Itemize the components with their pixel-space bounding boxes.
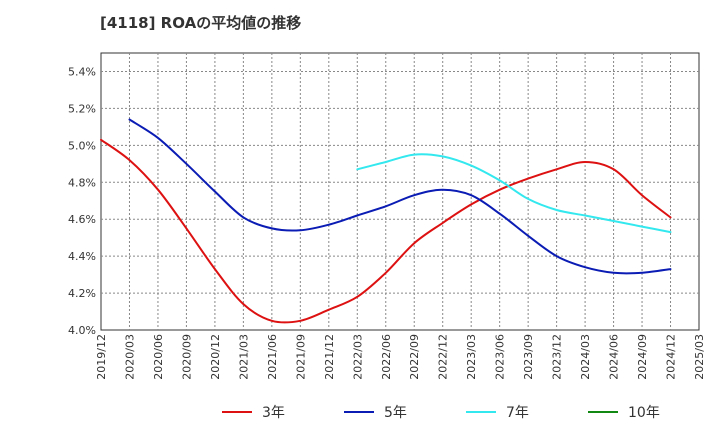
x-tick-label: 2020/06 bbox=[152, 334, 165, 380]
legend-label-3: 10年 bbox=[628, 405, 660, 421]
x-tick-label: 2022/06 bbox=[380, 334, 393, 380]
y-tick-label: 5.2% bbox=[68, 102, 96, 115]
x-tick-label: 2024/12 bbox=[665, 334, 678, 380]
legend-label-2: 7年 bbox=[506, 405, 529, 421]
y-tick-label: 4.4% bbox=[68, 250, 96, 263]
series-line-0 bbox=[100, 138, 672, 324]
y-axis-tick-labels: 4.0% 4.2% 4.4% 4.6% 4.8% 5.0% 5.2% 5.4% bbox=[68, 65, 96, 337]
x-axis-tick-labels: 2019/12 2020/03 2020/06 2020/09 2020/12 2021/… bbox=[95, 334, 706, 380]
x-tick-label: 2023/09 bbox=[522, 334, 535, 380]
x-tick-label: 2020/03 bbox=[123, 334, 136, 380]
legend-label-0: 3年 bbox=[262, 405, 285, 421]
x-tick-label: 2021/03 bbox=[237, 334, 250, 380]
x-tick-label: 2020/12 bbox=[209, 334, 222, 380]
y-tick-label: 4.6% bbox=[68, 213, 96, 226]
series-lines bbox=[100, 118, 672, 324]
x-tick-label: 2023/12 bbox=[551, 334, 564, 380]
x-tick-label: 2024/03 bbox=[579, 334, 592, 380]
chart-title: [4118] ROAの平均値の推移 bbox=[100, 14, 302, 32]
series-line-2 bbox=[356, 153, 672, 234]
x-tick-label: 2021/06 bbox=[266, 334, 279, 380]
legend-label-1: 5年 bbox=[384, 405, 407, 421]
x-tick-label: 2024/09 bbox=[636, 334, 649, 380]
x-tick-label: 2022/03 bbox=[351, 334, 364, 380]
plot-area bbox=[100, 52, 700, 331]
x-tick-label: 2021/12 bbox=[323, 334, 336, 380]
x-tick-label: 2022/09 bbox=[408, 334, 421, 380]
y-tick-label: 4.0% bbox=[68, 324, 96, 337]
x-tick-label: 2023/03 bbox=[465, 334, 478, 380]
y-tick-label: 4.2% bbox=[68, 287, 96, 300]
x-tick-label: 2020/09 bbox=[180, 334, 193, 380]
series-line-1 bbox=[128, 118, 672, 275]
x-tick-label: 2025/03 bbox=[693, 334, 706, 380]
legend: 3年 5年 7年 10年 bbox=[222, 405, 660, 421]
y-tick-label: 5.4% bbox=[68, 65, 96, 78]
y-tick-label: 4.8% bbox=[68, 176, 96, 189]
x-tick-label: 2023/06 bbox=[494, 334, 507, 380]
x-tick-label: 2024/06 bbox=[608, 334, 621, 380]
x-tick-label: 2022/12 bbox=[437, 334, 450, 380]
y-tick-label: 5.0% bbox=[68, 139, 96, 152]
x-tick-label: 2021/09 bbox=[294, 334, 307, 380]
x-tick-label: 2019/12 bbox=[95, 334, 108, 380]
